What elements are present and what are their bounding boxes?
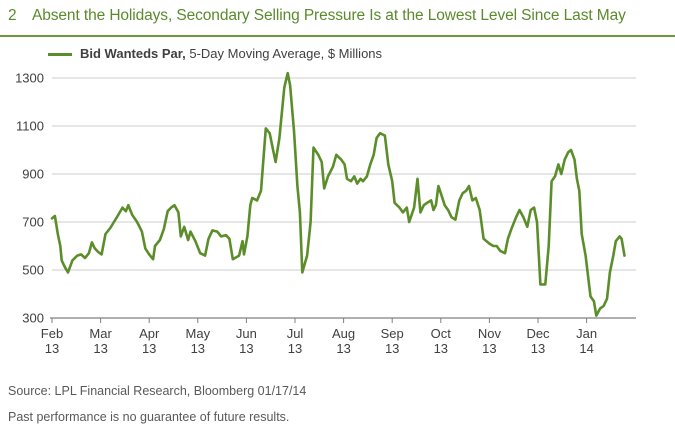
x-tick-label-year: 13: [336, 341, 350, 356]
x-tick-label-month: Mar: [89, 326, 112, 341]
y-tick-label: 1100: [16, 119, 44, 134]
x-tick-label-year: 13: [531, 341, 545, 356]
y-tick-label: 700: [22, 215, 44, 230]
x-tick-label-year: 13: [482, 341, 496, 356]
x-tick-label-month: Aug: [332, 326, 355, 341]
legend-swatch: [48, 53, 72, 56]
x-tick-label-year: 13: [45, 341, 59, 356]
series-line: [50, 71, 626, 317]
chart-title: Absent the Holidays, Secondary Selling P…: [32, 7, 626, 24]
x-tick-label-year: 13: [288, 341, 302, 356]
title-divider: [0, 35, 675, 37]
x-tick-label-month: Jun: [236, 326, 257, 341]
series-group: [50, 71, 626, 317]
x-tick-label-year: 13: [142, 341, 156, 356]
x-tick-label-month: Nov: [478, 326, 502, 341]
x-tick-label-year: 13: [239, 341, 253, 356]
x-tick-label-month: Oct: [431, 326, 452, 341]
x-tick-label-year: 13: [93, 341, 107, 356]
x-tick-label-month: May: [186, 326, 211, 341]
x-tick-label-month: Feb: [41, 326, 63, 341]
x-tick-label-month: Jul: [287, 326, 304, 341]
y-tick-label: 300: [22, 311, 44, 326]
figure-number: 2: [8, 7, 17, 24]
legend-series-desc: 5-Day Moving Average, $ Millions: [189, 46, 383, 61]
legend-label: Bid Wanteds Par, 5-Day Moving Average, $…: [80, 46, 382, 61]
x-tick-label-month: Apr: [139, 326, 160, 341]
title-bar: 2 Absent the Holidays, Secondary Selling…: [0, 0, 675, 37]
x-tick-label-year: 13: [191, 341, 205, 356]
x-tick-label-month: Jan: [576, 326, 597, 341]
x-tick-label-year: 13: [434, 341, 448, 356]
y-tick-label: 1300: [15, 71, 44, 86]
y-tick-label: 900: [22, 167, 44, 182]
disclaimer-note: Past performance is no guarantee of futu…: [8, 410, 290, 424]
y-axis: 300 500 700 900 1100 1300: [15, 71, 44, 326]
x-axis: Feb13Mar13Apr13May13Jun13Jul13Aug13Sep13…: [41, 317, 636, 356]
legend-series-name: Bid Wanteds Par,: [80, 46, 186, 61]
x-tick-label-year: 14: [579, 341, 593, 356]
x-tick-label-month: Sep: [381, 326, 404, 341]
x-tick-label-month: Dec: [526, 326, 550, 341]
y-tick-label: 500: [22, 263, 44, 278]
x-tick-label-year: 13: [385, 341, 399, 356]
source-note: Source: LPL Financial Research, Bloomber…: [8, 384, 307, 398]
